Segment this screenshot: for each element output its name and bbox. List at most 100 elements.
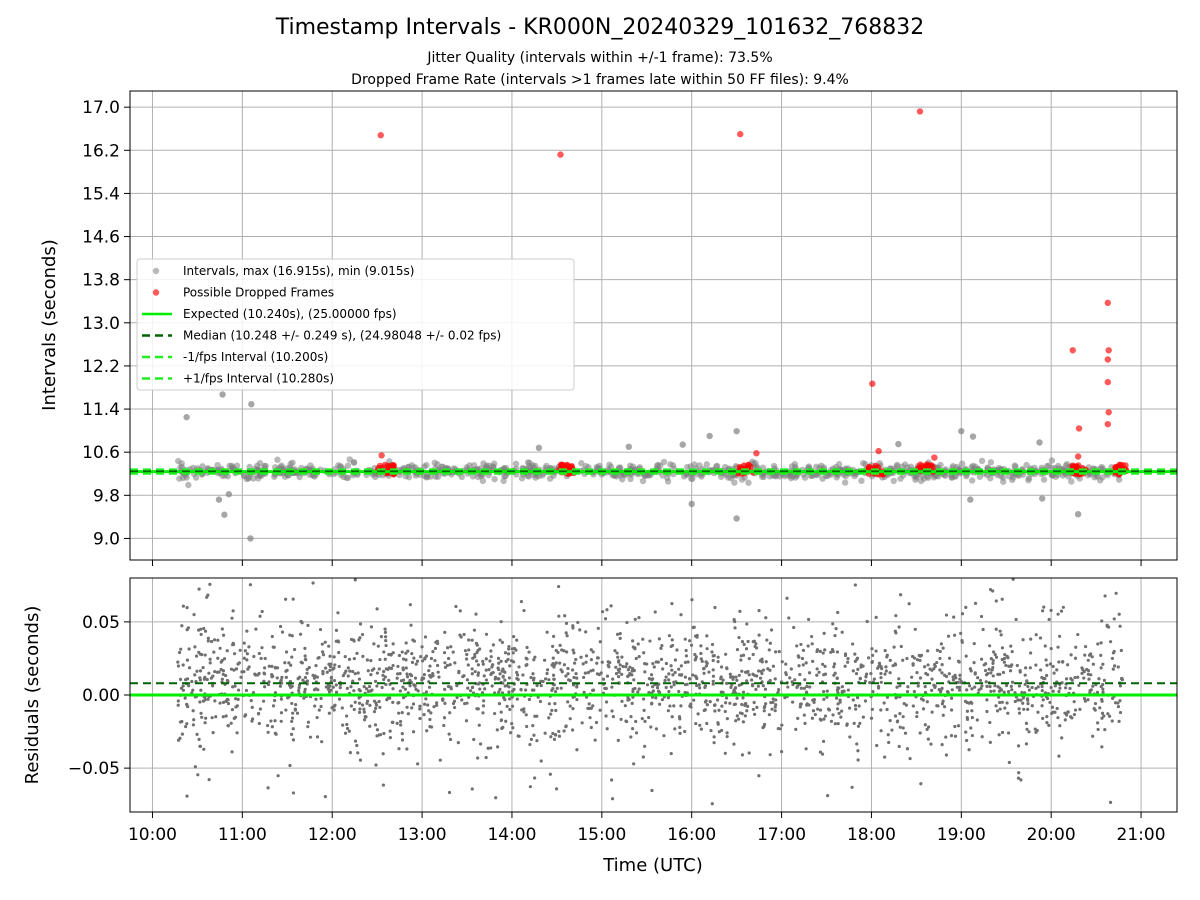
residual-point: [470, 667, 474, 671]
interval-point: [738, 476, 746, 483]
residual-point: [517, 665, 521, 669]
residual-point: [741, 653, 746, 657]
residual-point: [1000, 700, 1004, 704]
residual-point: [1023, 673, 1027, 677]
residual-point: [704, 664, 709, 668]
residual-point: [499, 710, 503, 714]
interval-outlier-point: [958, 427, 965, 435]
residual-point: [988, 685, 992, 689]
residual-point: [489, 655, 493, 659]
residual-point: [740, 669, 744, 673]
residual-point: [765, 638, 769, 642]
residual-point: [584, 660, 588, 664]
residual-point: [317, 655, 321, 660]
residual-point: [234, 697, 238, 701]
residual-point: [206, 636, 210, 640]
residual-point: [420, 659, 425, 663]
residual-point: [524, 688, 528, 692]
residual-point: [449, 645, 453, 649]
residual-point: [484, 678, 489, 682]
residual-point: [267, 680, 271, 684]
residual-point: [588, 716, 592, 720]
residual-point: [507, 644, 511, 649]
residual-point: [972, 641, 976, 646]
residual-point: [501, 725, 505, 729]
residual-point: [725, 717, 729, 721]
residual-point: [926, 737, 930, 741]
residual-point: [780, 660, 784, 664]
residual-point: [184, 725, 188, 729]
interval-point: [344, 462, 352, 469]
residual-point: [355, 651, 359, 655]
residual-point: [856, 749, 860, 753]
residual-point: [1004, 683, 1009, 688]
residual-point: [504, 659, 508, 663]
residual-point: [478, 687, 482, 691]
residual-point: [799, 702, 803, 706]
residual-point: [1022, 707, 1026, 711]
residual-point: [552, 634, 556, 638]
interval-outlier-point: [248, 401, 255, 408]
residual-point: [923, 665, 927, 669]
residual-point: [675, 648, 679, 652]
residual-point: [1049, 685, 1053, 690]
interval-point: [1068, 478, 1075, 485]
residual-point: [543, 731, 547, 735]
residual-point: [870, 647, 874, 651]
residual-point: [411, 702, 416, 706]
residual-point: [1116, 701, 1120, 705]
residual-point: [352, 689, 356, 693]
residual-point: [584, 630, 588, 634]
residual-point: [197, 650, 201, 655]
residual-point: [823, 714, 828, 718]
residual-point: [643, 744, 647, 748]
residual-point: [746, 639, 750, 644]
residual-point: [551, 644, 555, 648]
interval-point: [639, 477, 647, 485]
residual-point: [481, 711, 485, 715]
residual-point: [591, 704, 595, 708]
residual-point: [422, 713, 426, 717]
residual-point: [553, 702, 557, 706]
residual-point: [1091, 662, 1095, 666]
residual-point: [1060, 681, 1064, 685]
residual-point: [618, 636, 622, 640]
residual-point: [654, 696, 658, 700]
residual-point: [753, 644, 757, 649]
residual-point: [1017, 707, 1021, 711]
residual-point: [855, 657, 859, 662]
residual-point: [1002, 656, 1007, 661]
residual-point: [965, 738, 969, 743]
residual-point: [933, 685, 937, 689]
residual-point: [829, 719, 834, 723]
residual-point: [631, 727, 635, 731]
residual-point: [854, 672, 859, 676]
residual-point: [840, 691, 844, 695]
residual-point: [486, 746, 490, 750]
residual-point: [266, 786, 270, 790]
residual-point: [515, 670, 519, 675]
residual-point: [1001, 670, 1006, 675]
residual-point: [1105, 623, 1109, 627]
residual-point: [985, 698, 989, 702]
residual-point: [443, 701, 447, 705]
residual-point: [1055, 668, 1059, 672]
residual-point: [234, 667, 239, 671]
residual-point: [497, 661, 501, 665]
residual-point: [921, 698, 925, 702]
residual-point: [578, 628, 582, 632]
residual-point: [605, 608, 609, 612]
residual-point: [832, 665, 836, 669]
residual-point: [753, 712, 757, 716]
residual-point: [428, 664, 432, 668]
interval-point: [176, 475, 183, 482]
residual-point: [879, 680, 883, 684]
residual-point: [1108, 800, 1113, 804]
residual-point: [466, 663, 470, 667]
residual-point: [919, 782, 923, 786]
residual-point: [804, 661, 808, 665]
residual-point: [691, 673, 695, 677]
residual-point: [202, 626, 206, 631]
residual-point: [303, 690, 307, 694]
residual-point: [226, 679, 230, 683]
